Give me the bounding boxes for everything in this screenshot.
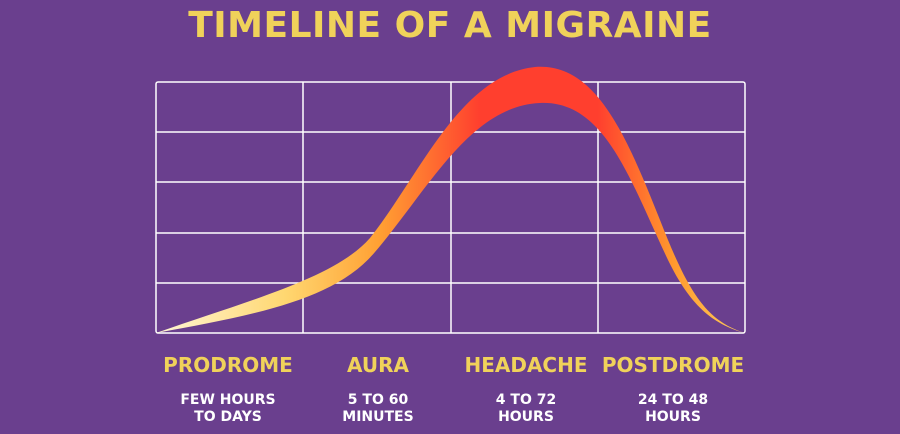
phase-name: AURA — [347, 353, 409, 377]
grid — [155, 81, 746, 334]
phase-headache: HEADACHE 4 TO 72 HOURS — [436, 352, 616, 426]
phase-aura: AURA 5 TO 60 MINUTES — [288, 352, 468, 426]
phase-prodrome: PRODROME FEW HOURS TO DAYS — [138, 352, 318, 426]
phase-duration: 5 TO 60 MINUTES — [288, 392, 468, 426]
duration-line: MINUTES — [342, 409, 414, 425]
phase-duration: 24 TO 48 HOURS — [583, 392, 763, 426]
page-title: TIMELINE OF A MIGRAINE — [188, 5, 712, 46]
phase-name: HEADACHE — [464, 353, 588, 377]
phase-duration: FEW HOURS TO DAYS — [138, 392, 318, 426]
duration-line: FEW HOURS — [180, 392, 276, 408]
duration-line: TO DAYS — [194, 409, 262, 425]
duration-line: 24 TO 48 — [637, 392, 709, 408]
duration-line: HOURS — [645, 409, 701, 425]
phase-name: POSTDROME — [601, 353, 745, 377]
duration-line: HOURS — [498, 409, 554, 425]
phase-duration: 4 TO 72 HOURS — [436, 392, 616, 426]
phase-postdrome: POSTDROME 24 TO 48 HOURS — [583, 352, 763, 426]
duration-line: 4 TO 72 — [495, 392, 557, 408]
duration-line: 5 TO 60 — [347, 392, 409, 408]
phase-name: PRODROME — [163, 353, 293, 377]
